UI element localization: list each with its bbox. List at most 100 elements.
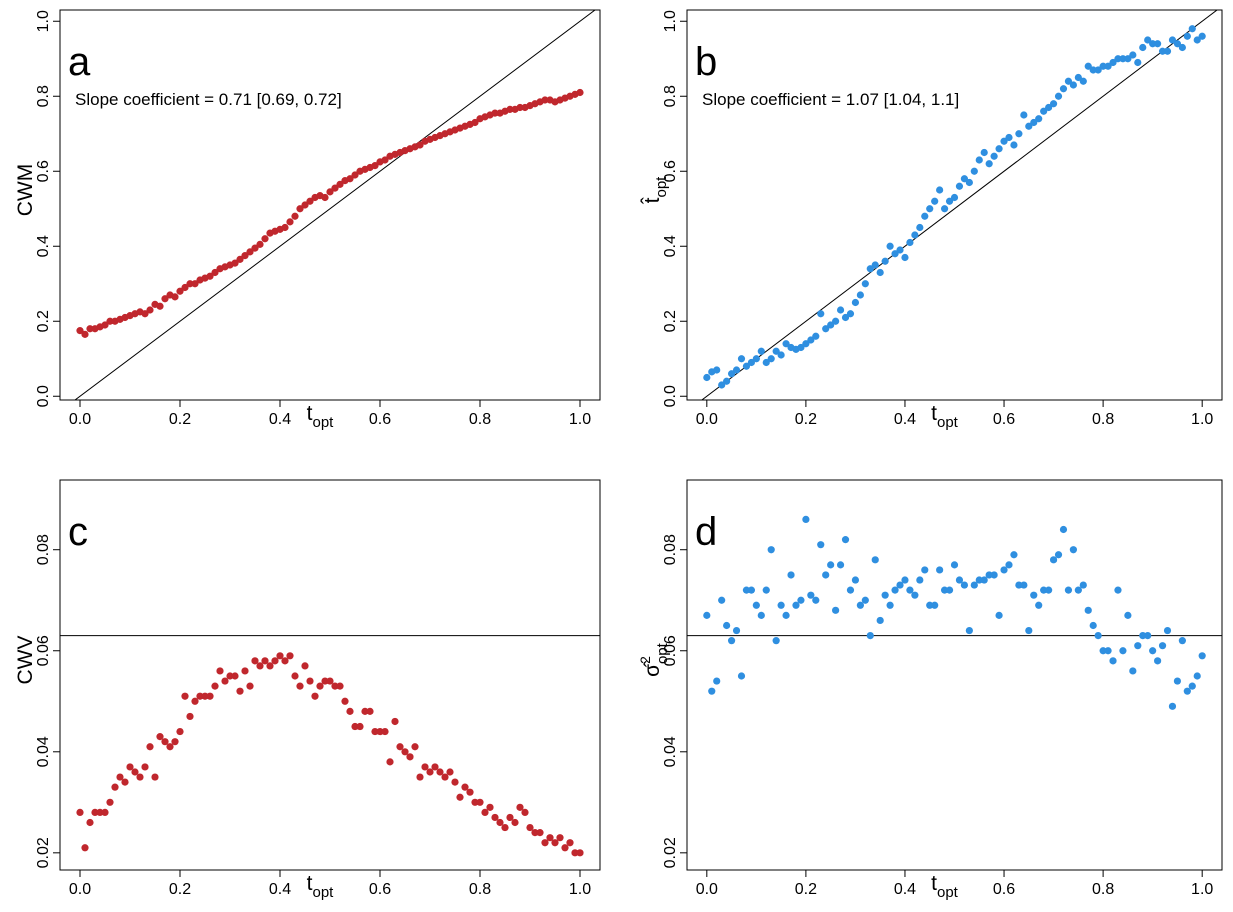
plot-area [701, 10, 1218, 400]
y-tick-label: 0.6 [35, 160, 52, 182]
point [975, 576, 983, 584]
point [1059, 85, 1068, 93]
point [216, 667, 224, 675]
point [466, 788, 474, 796]
point [1114, 55, 1122, 63]
annotation: Slope coefficient = 0.71 [0.69, 0.72] [75, 90, 342, 109]
point [985, 571, 993, 579]
point [767, 546, 775, 554]
point [156, 733, 164, 741]
point [226, 672, 234, 680]
y-tick-label: 0.2 [35, 310, 52, 332]
point [376, 727, 384, 736]
point [431, 763, 439, 771]
point [1054, 92, 1063, 100]
point [501, 823, 509, 832]
point [291, 672, 299, 680]
point [822, 571, 830, 579]
x-axis-label: topt [931, 872, 959, 901]
point [1059, 525, 1068, 534]
x-tick-label: 0.6 [369, 881, 391, 898]
point [446, 768, 454, 776]
y-tick-label: 0.6 [662, 160, 679, 182]
point [561, 844, 569, 852]
point [866, 265, 874, 273]
panel: 0.0 0.2 0.4 0.6 0.8 1.00.00.20.40.60.81.0topt… [14, 9, 601, 431]
point [256, 240, 264, 248]
panel: 0.0 0.2 0.4 0.6 0.8 1.00.00.20.40.60.81.0topt… [641, 9, 1223, 431]
point [931, 601, 939, 609]
point [1010, 141, 1018, 149]
point [1069, 81, 1077, 89]
point [822, 325, 830, 333]
point [241, 252, 249, 260]
point [401, 748, 409, 756]
point [176, 727, 184, 736]
point [723, 621, 731, 630]
point [81, 844, 89, 852]
point [576, 88, 584, 97]
point [491, 813, 499, 822]
point [1183, 687, 1191, 695]
point [111, 783, 119, 791]
point [1069, 546, 1077, 554]
point [980, 148, 988, 157]
point [276, 652, 284, 660]
point [241, 667, 249, 675]
y-axis-label: t̂opt [641, 176, 670, 205]
point [985, 160, 993, 168]
point [521, 808, 529, 817]
point [1040, 586, 1048, 594]
point [251, 244, 259, 252]
point [1178, 637, 1186, 645]
point [950, 193, 959, 202]
point [161, 738, 169, 746]
point [1119, 55, 1127, 63]
point [817, 310, 825, 318]
point [1198, 652, 1206, 660]
point [1015, 130, 1023, 138]
point [752, 355, 760, 363]
point [441, 773, 449, 781]
point [876, 616, 884, 625]
panel-label: a [68, 40, 91, 84]
point [336, 180, 344, 188]
x-tick-label: 0.0 [696, 881, 718, 898]
plot-area [74, 10, 596, 400]
point [1054, 551, 1063, 559]
label-main: t [931, 872, 937, 895]
point [546, 834, 554, 842]
point [881, 257, 889, 265]
point [921, 566, 929, 574]
point [351, 171, 359, 179]
label-sub: opt [937, 414, 959, 431]
x-tick-label: 0.6 [993, 881, 1015, 898]
point [526, 823, 534, 832]
point [836, 561, 845, 569]
point [206, 692, 214, 700]
point [896, 581, 904, 589]
point [516, 803, 524, 811]
point [256, 662, 264, 670]
point [846, 310, 855, 318]
point [926, 601, 934, 609]
point [321, 193, 329, 202]
point [1084, 606, 1092, 614]
point [331, 682, 339, 690]
point [970, 167, 978, 175]
x-axis-label: topt [307, 872, 335, 901]
point [772, 637, 780, 645]
point [995, 611, 1003, 619]
point [846, 586, 855, 594]
point [1119, 647, 1127, 655]
point [841, 313, 850, 322]
point [945, 586, 954, 594]
point [181, 283, 189, 292]
point [1074, 586, 1082, 594]
x-tick-label: 1.0 [569, 411, 591, 428]
point [566, 839, 574, 847]
point [926, 205, 934, 213]
y-tick-label: 0.0 [35, 385, 52, 407]
label-sub: opt [937, 884, 959, 901]
point [1149, 40, 1157, 48]
